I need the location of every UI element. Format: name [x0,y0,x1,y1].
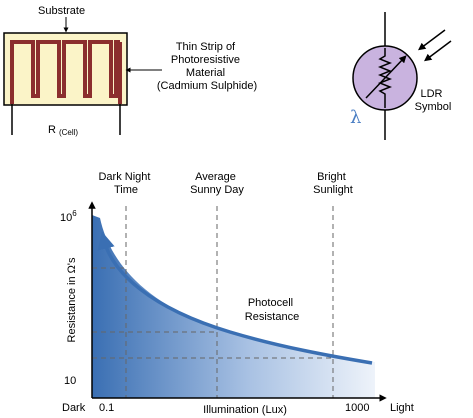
light-arrow-1 [418,29,446,51]
resistance-label: R (Cell) [48,124,78,137]
strip-label: Thin Strip of Photoresistive Material (C… [157,41,257,92]
substrate-label: Substrate [38,5,85,17]
photoresistive-strip [10,40,120,101]
y-axis-label: Resistance in Ω's [66,257,78,342]
x-tick-right: 1000 [345,402,369,414]
y-tick-top: 106 [60,209,77,224]
x-light-word: Light [390,402,414,414]
annotation-average-sunny: Average Sunny Day [190,171,244,196]
series-curve [97,231,373,365]
x-axis-label: Illumination (Lux) [203,404,287,416]
annotation-dark-night: Dark Night Time [98,171,153,196]
x-tick-left: 0.1 [99,402,114,414]
annotation-bright-sunlight: Bright Sunlight [313,171,353,196]
area-under-curve [92,215,375,398]
ldr-symbol: λ LDR Symbol [350,12,452,140]
light-arrow-2 [424,40,452,62]
y-tick-bottom: 10 [64,375,76,387]
x-dark-word: Dark [62,402,86,414]
ldr-symbol-label: LDR Symbol [415,88,452,113]
variable-arrow [365,55,407,99]
resistor-zigzag [377,48,393,108]
curve-label: Photocell Resistance [245,297,299,323]
resistance-chart: Dark Night Time Average Sunny Day Bright… [60,171,414,416]
photocell-cell: Substrate R (Cell) Thin Strip of Photores… [3,5,257,137]
lambda-symbol: λ [350,107,361,128]
